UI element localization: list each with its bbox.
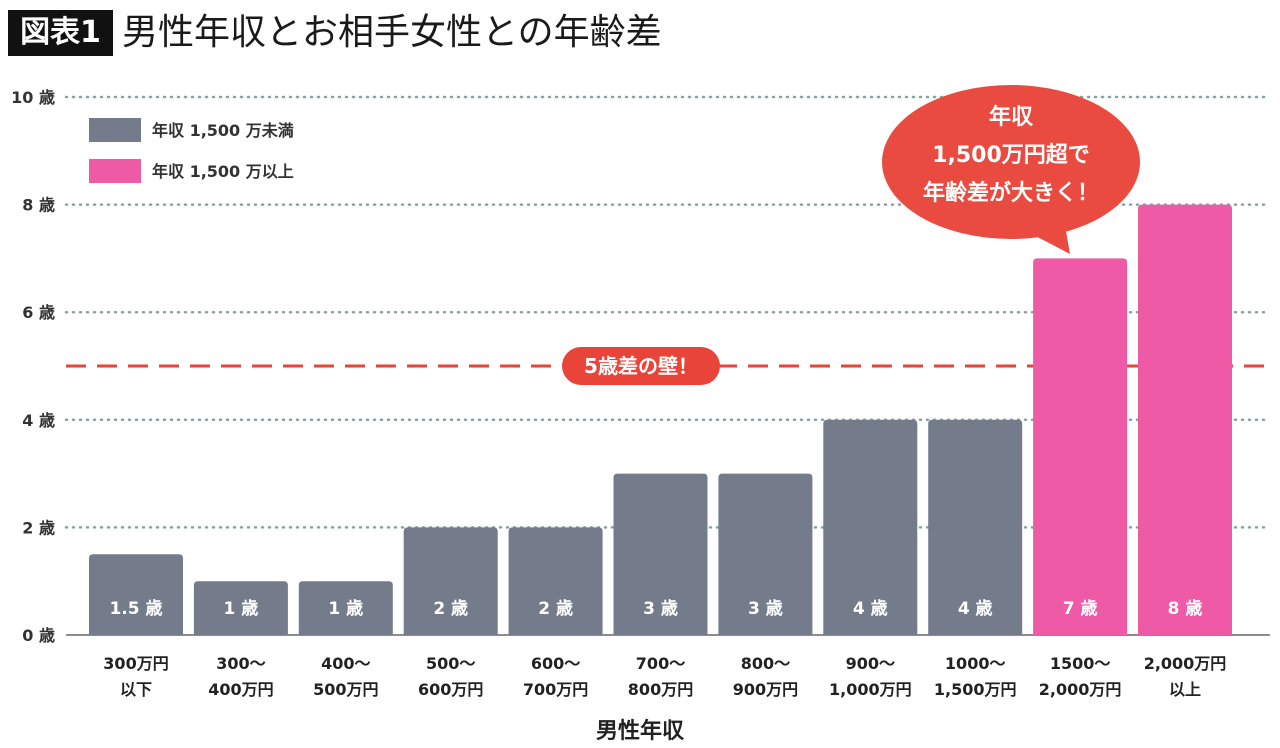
legend-label-2: 年収 1,500 万以上 [152,162,294,181]
x-tick-label-10-line-2: 2,000万円 [1039,680,1122,699]
x-tick-label-5-line-1: 600〜 [531,654,580,673]
bar-value-label-6: 3 歳 [643,598,678,619]
bar-value-label-2: 1 歳 [224,598,259,619]
callout-text-line-1: 年収 [989,104,1034,130]
x-tick-label-7-line-1: 800〜 [741,654,790,673]
x-tick-label-2-line-2: 400万円 [208,680,273,699]
reference-label-text: 5歳差の壁！ [584,354,698,378]
x-tick-label-3-line-1: 400〜 [321,654,370,673]
bar-6 [613,473,708,635]
x-tick-label-9-line-2: 1,500万円 [934,680,1017,699]
bar-value-label-11: 8 歳 [1168,598,1203,619]
bar-value-label-5: 2 歳 [538,598,573,619]
chart-header: 図表1 男性年収とお相手女性との年齢差 [8,10,662,56]
x-tick-label-8-line-2: 1,000万円 [829,680,912,699]
bar-value-labels: 1.5 歳 1 歳 1 歳 2 歳 2 歳 3 歳 3 歳 4 歳 4 歳 7 歳 8 歳 [109,598,1202,619]
y-tick-label-2: 2 歳 [22,518,55,537]
x-tick-label-11-line-1: 2,000万円 [1144,654,1227,673]
x-tick-label-6-line-2: 800万円 [628,680,693,699]
bar-7 [718,473,813,635]
bar-value-label-8: 4 歳 [853,598,888,619]
bar-value-label-10: 7 歳 [1063,598,1098,619]
callout-text-line-2: 1,500万円超で [932,143,1090,168]
chart-title: 男性年収とお相手女性との年齢差 [122,12,662,53]
y-tick-label-6: 6 歳 [22,303,55,322]
x-tick-label-5-line-2: 700万円 [523,680,588,699]
bar-4 [403,527,498,635]
bar-10 [1033,258,1128,635]
bar-value-label-9: 4 歳 [958,598,993,619]
bar-11 [1138,204,1232,635]
bar-5 [508,527,603,635]
x-tick-label-7-line-2: 900万円 [733,680,798,699]
bars [89,204,1232,635]
y-tick-label-0: 0 歳 [22,626,55,645]
y-tick-label-10: 10 歳 [11,88,55,107]
x-tick-label-10-line-1: 1500〜 [1050,654,1111,673]
bar-value-label-4: 2 歳 [433,598,468,619]
callout-bubble [882,85,1140,239]
bar-1 [89,554,183,635]
x-tick-label-6-line-1: 700〜 [636,654,685,673]
bar-2 [193,581,288,635]
bar-value-label-7: 3 歳 [748,598,783,619]
x-tick-label-8-line-1: 900〜 [846,654,895,673]
legend-label-1: 年収 1,500 万未満 [152,121,294,140]
bar-value-label-3: 1 歳 [328,598,363,619]
bar-value-label-1: 1.5 歳 [109,598,162,619]
x-tick-label-3-line-2: 500万円 [313,680,378,699]
y-tick-label-8: 8 歳 [22,196,55,215]
legend-swatch-2 [89,159,141,183]
reference-label-pill [562,347,720,385]
x-tick-label-9-line-1: 1000〜 [945,654,1006,673]
bar-8 [823,419,918,635]
y-tick-label-4: 4 歳 [22,411,55,430]
x-axis-label: 男性年収 [596,718,685,744]
x-tick-label-1-line-1: 300万円 [103,654,168,673]
y-axis-tick-labels: 0 歳 2 歳 4 歳 6 歳 8 歳 10 歳 [11,88,55,645]
x-tick-label-2-line-1: 300〜 [216,654,265,673]
legend-swatch-1 [89,118,141,142]
x-tick-label-1-line-2: 以下 [120,680,152,699]
x-tick-label-4-line-1: 500〜 [426,654,475,673]
bar-3 [298,581,393,635]
x-tick-label-11-line-2: 以上 [1169,680,1201,699]
bar-9 [928,419,1023,635]
callout-text-line-3: 年齢差が大きく！ [923,180,1099,206]
figure-label: 図表1 [8,10,113,56]
x-tick-label-4-line-2: 600万円 [418,680,483,699]
reference-line-label: 5歳差の壁！ [562,347,720,385]
